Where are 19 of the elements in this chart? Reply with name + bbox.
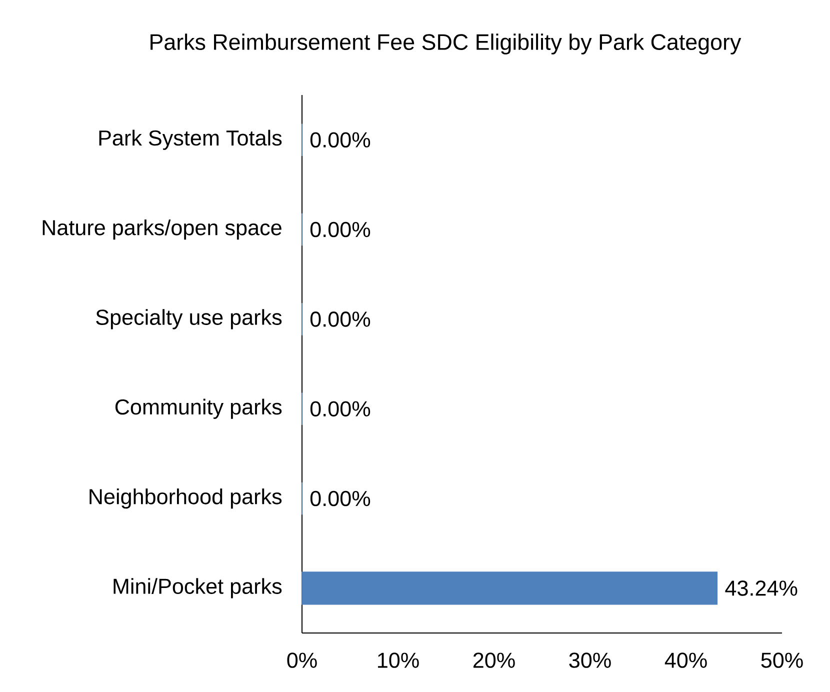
- chart-title: Parks Reimbursement Fee SDC Eligibility by Park Category: [150, 34, 742, 54]
- data-label: 0.00%: [310, 312, 370, 327]
- x-tick-label: 50%: [761, 652, 803, 668]
- y-tick-label: Mini/Pocket parks: [114, 578, 282, 598]
- data-label: 0.00%: [310, 222, 370, 238]
- x-tick-label: 40%: [664, 652, 707, 668]
- x-tick-label: 10%: [378, 652, 419, 668]
- y-tick-label: Community parks: [115, 398, 282, 419]
- data-label: 0.00%: [310, 132, 370, 148]
- y-tick-label: Nature parks/open space: [42, 219, 282, 240]
- x-tick-label: 30%: [569, 652, 611, 668]
- y-tick-label: Park System Totals: [99, 130, 282, 150]
- x-tick-label: 20%: [473, 652, 515, 668]
- x-tick-label: 0%: [287, 652, 317, 668]
- y-tick-label: Neighborhood parks: [90, 488, 282, 509]
- y-tick-label: Specialty use parks: [96, 309, 282, 330]
- data-label: 43.24%: [725, 580, 798, 596]
- data-label: 0.00%: [310, 490, 370, 506]
- data-label: 0.00%: [310, 401, 370, 416]
